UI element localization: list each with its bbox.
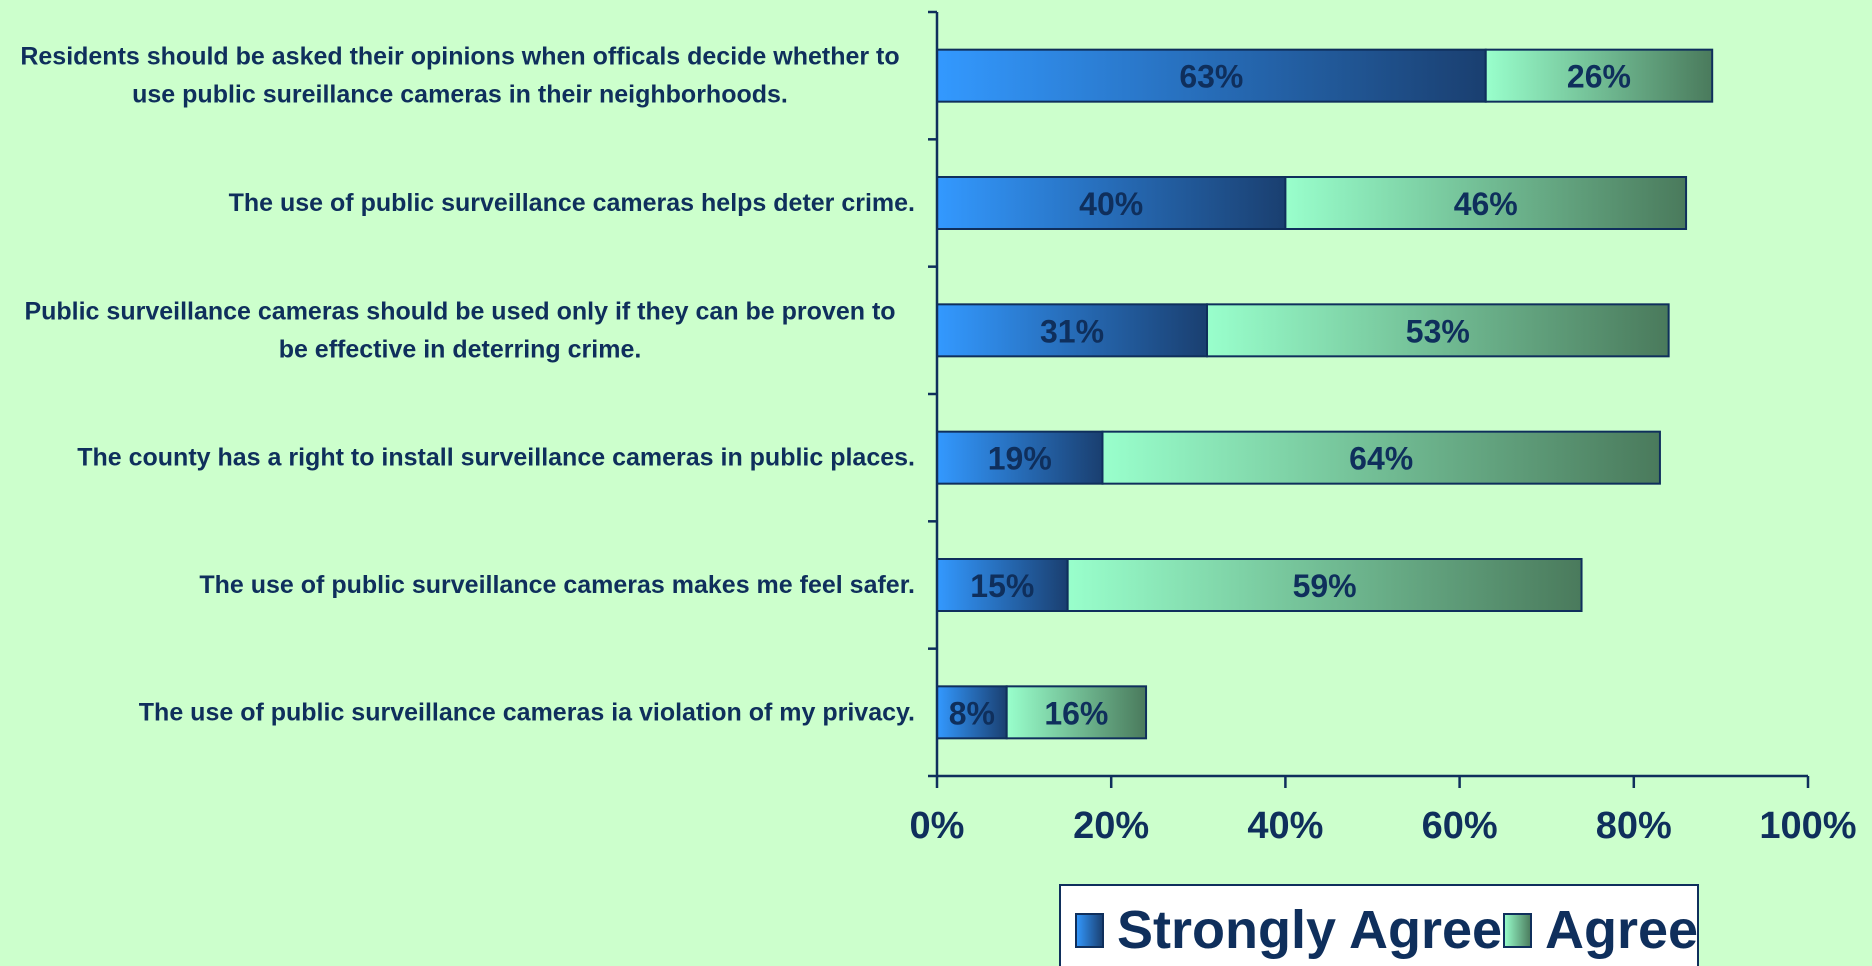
legend-label-agree: Agree <box>1545 900 1698 960</box>
axes: 0% 20% 40% 60% 80% 100% <box>910 10 1857 847</box>
bar-agree <box>1206 303 1670 358</box>
bar-strongly-agree <box>936 303 1209 358</box>
legend: Strongly Agree Agree <box>1059 884 1699 966</box>
data-label: 16% <box>1044 695 1108 731</box>
x-tick-label: 100% <box>1759 805 1856 847</box>
data-label: 19% <box>988 441 1052 477</box>
x-tick-label: 40% <box>1247 805 1323 847</box>
data-label: 15% <box>970 568 1034 604</box>
category-label: The use of public surveillance cameras i… <box>139 698 915 726</box>
data-label: 59% <box>1293 568 1357 604</box>
data-label: 31% <box>1040 313 1104 349</box>
bar-strongly-agree <box>936 48 1487 103</box>
data-label: 26% <box>1567 59 1631 95</box>
category-label: use public sureillance cameras in their … <box>132 81 788 109</box>
data-label: 8% <box>949 695 995 731</box>
data-label: 63% <box>1179 59 1243 95</box>
category-labels: Residents should be asked their opinions… <box>20 43 915 727</box>
x-tick-label: 60% <box>1422 805 1498 847</box>
x-tick-label: 80% <box>1596 805 1672 847</box>
legend-label-strongly-agree: Strongly Agree <box>1117 900 1502 960</box>
bar-strongly-agree <box>936 430 1104 485</box>
category-label: be effective in deterring crime. <box>279 335 642 363</box>
bar-agree <box>1101 430 1661 485</box>
legend-swatch-strongly-agree <box>1075 913 1104 948</box>
bar-agree <box>1066 558 1583 612</box>
bar-agree <box>1484 48 1714 103</box>
bars: 63% 26% 40% 46% 31% 53% 19% 64% 15% 59% 8% 16% <box>936 48 1714 740</box>
category-label: Public surveillance cameras should be us… <box>24 297 895 325</box>
bar-agree <box>1005 685 1148 740</box>
data-label: 46% <box>1454 186 1518 222</box>
x-tick-label: 20% <box>1073 805 1149 847</box>
data-label: 53% <box>1406 313 1470 349</box>
legend-box <box>1059 884 1699 966</box>
bar-strongly-agree <box>936 176 1287 230</box>
category-label: Residents should be asked their opinions… <box>20 43 899 71</box>
category-label: The county has a right to install survei… <box>77 444 915 472</box>
data-label: 40% <box>1079 186 1143 222</box>
x-tick-label: 0% <box>910 805 965 847</box>
data-label: 64% <box>1349 441 1413 477</box>
legend-swatch-agree <box>1503 913 1532 948</box>
category-label: The use of public surveillance cameras h… <box>229 189 915 217</box>
bar-agree <box>1284 176 1688 230</box>
category-label: The use of public surveillance cameras m… <box>199 571 915 599</box>
